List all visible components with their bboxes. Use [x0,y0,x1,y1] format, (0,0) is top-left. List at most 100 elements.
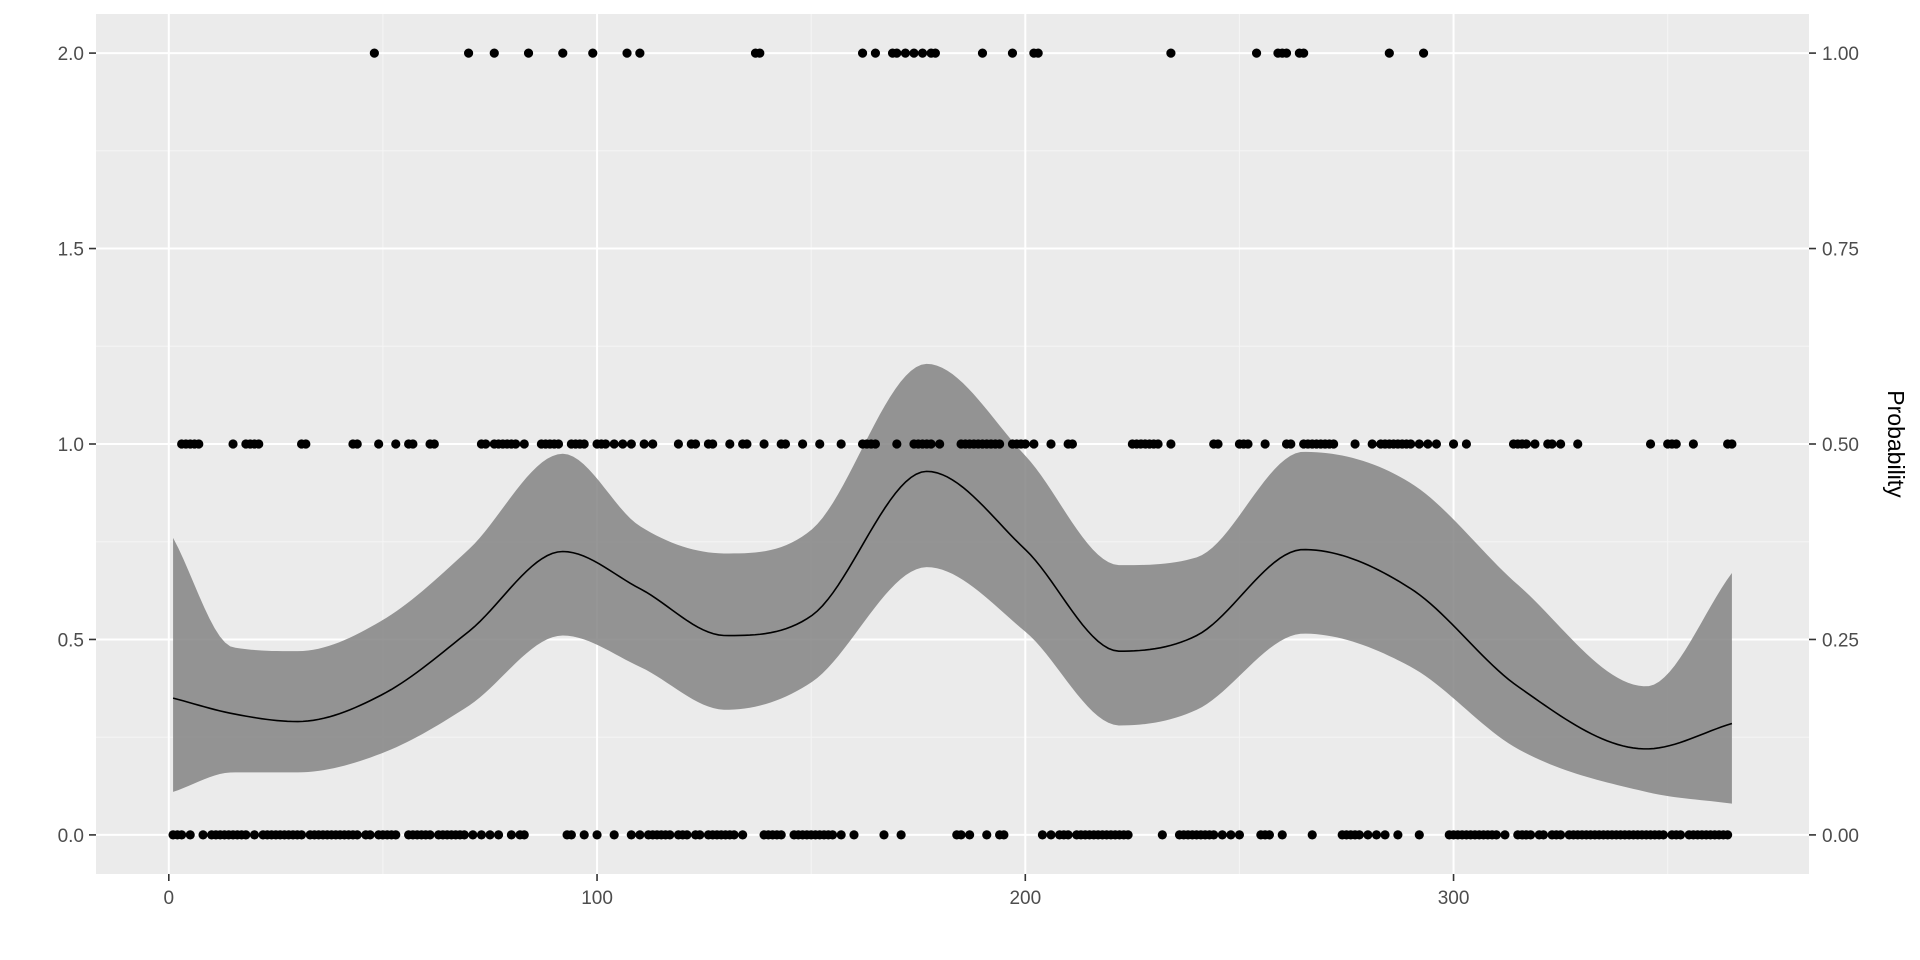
data-point [1521,439,1531,449]
data-point [870,439,881,449]
data-point [1658,830,1668,840]
data-point [639,439,649,449]
data-point [1461,439,1471,449]
data-point [1547,439,1557,449]
data-point [1538,830,1549,840]
data-point [391,830,401,840]
data-point [1371,830,1382,840]
data-point [1063,830,1073,840]
data-point [626,439,636,449]
data-point [1213,439,1223,449]
data-point [708,439,718,449]
data-point [519,439,529,449]
data-point [879,830,889,840]
data-point [476,830,487,840]
axis-ticks [89,52,1816,881]
data-point [1037,830,1048,840]
data-point [1380,830,1390,840]
data-point [892,439,902,449]
data-point [1556,439,1566,449]
data-point [725,439,735,449]
data-point [1573,439,1583,449]
data-point [369,48,379,58]
data-point [1384,48,1394,58]
data-point [1526,830,1536,840]
data-point [254,439,264,449]
data-point [1209,830,1219,840]
data-point [391,439,401,449]
data-point [609,830,619,840]
data-point [635,830,645,840]
y2-tick-label: 0.50 [1822,435,1859,456]
y-tick-label: 2.0 [58,44,84,65]
data-point [1251,48,1262,58]
data-points [168,48,1737,840]
data-point [1307,830,1317,840]
data-point [519,830,529,840]
data-point [870,48,881,58]
data-point [1299,48,1309,58]
data-point [601,439,611,449]
data-point [827,830,838,840]
data-point [592,830,602,840]
data-point [1264,830,1275,840]
data-point [425,830,435,840]
y-tick-labels: 0.0 0.5 1.0 1.5 2.0 [58,44,84,847]
data-point [1281,48,1292,58]
data-point [1688,439,1698,449]
data-point [999,830,1009,840]
data-point [177,830,187,840]
data-point [682,830,692,840]
x-tick-label: 300 [1438,888,1470,909]
data-point [695,830,705,840]
data-point [780,439,791,449]
data-point [1723,830,1733,840]
data-point [1243,439,1253,449]
data-point [1226,830,1236,840]
data-point [408,439,418,449]
data-point [1123,830,1133,840]
data-point [1217,830,1227,840]
data-point [849,830,859,840]
data-point [1033,48,1043,58]
data-point [673,439,684,449]
data-point [579,830,589,840]
data-point [1367,439,1377,449]
data-point [1329,439,1339,449]
data-point [1067,439,1078,449]
data-point [579,439,589,449]
data-point [511,439,521,449]
data-point [558,48,568,58]
data-point [1393,830,1403,840]
data-point [241,830,251,840]
data-point [1286,439,1296,449]
data-point [374,439,384,449]
y2-tick-label: 0.75 [1822,240,1859,261]
data-point [588,48,598,58]
data-point [463,48,474,58]
data-point [249,830,260,840]
data-point [1234,830,1245,840]
data-point [1418,48,1429,58]
data-point [1530,439,1540,449]
data-point [648,439,658,449]
data-point [892,48,902,58]
data-point [1354,830,1364,840]
data-point [635,48,645,58]
data-point [956,830,966,840]
data-point [1727,439,1737,449]
data-point [665,830,675,840]
data-point [194,439,204,449]
data-point [1431,439,1442,449]
y2-tick-label: 0.25 [1822,630,1859,651]
data-point [352,830,362,840]
data-point [485,830,495,840]
data-point [900,48,910,58]
data-point [1448,439,1459,449]
data-point [690,439,701,449]
data-point [930,48,940,58]
data-point [609,439,619,449]
data-point [185,830,195,840]
data-point [1363,830,1373,840]
